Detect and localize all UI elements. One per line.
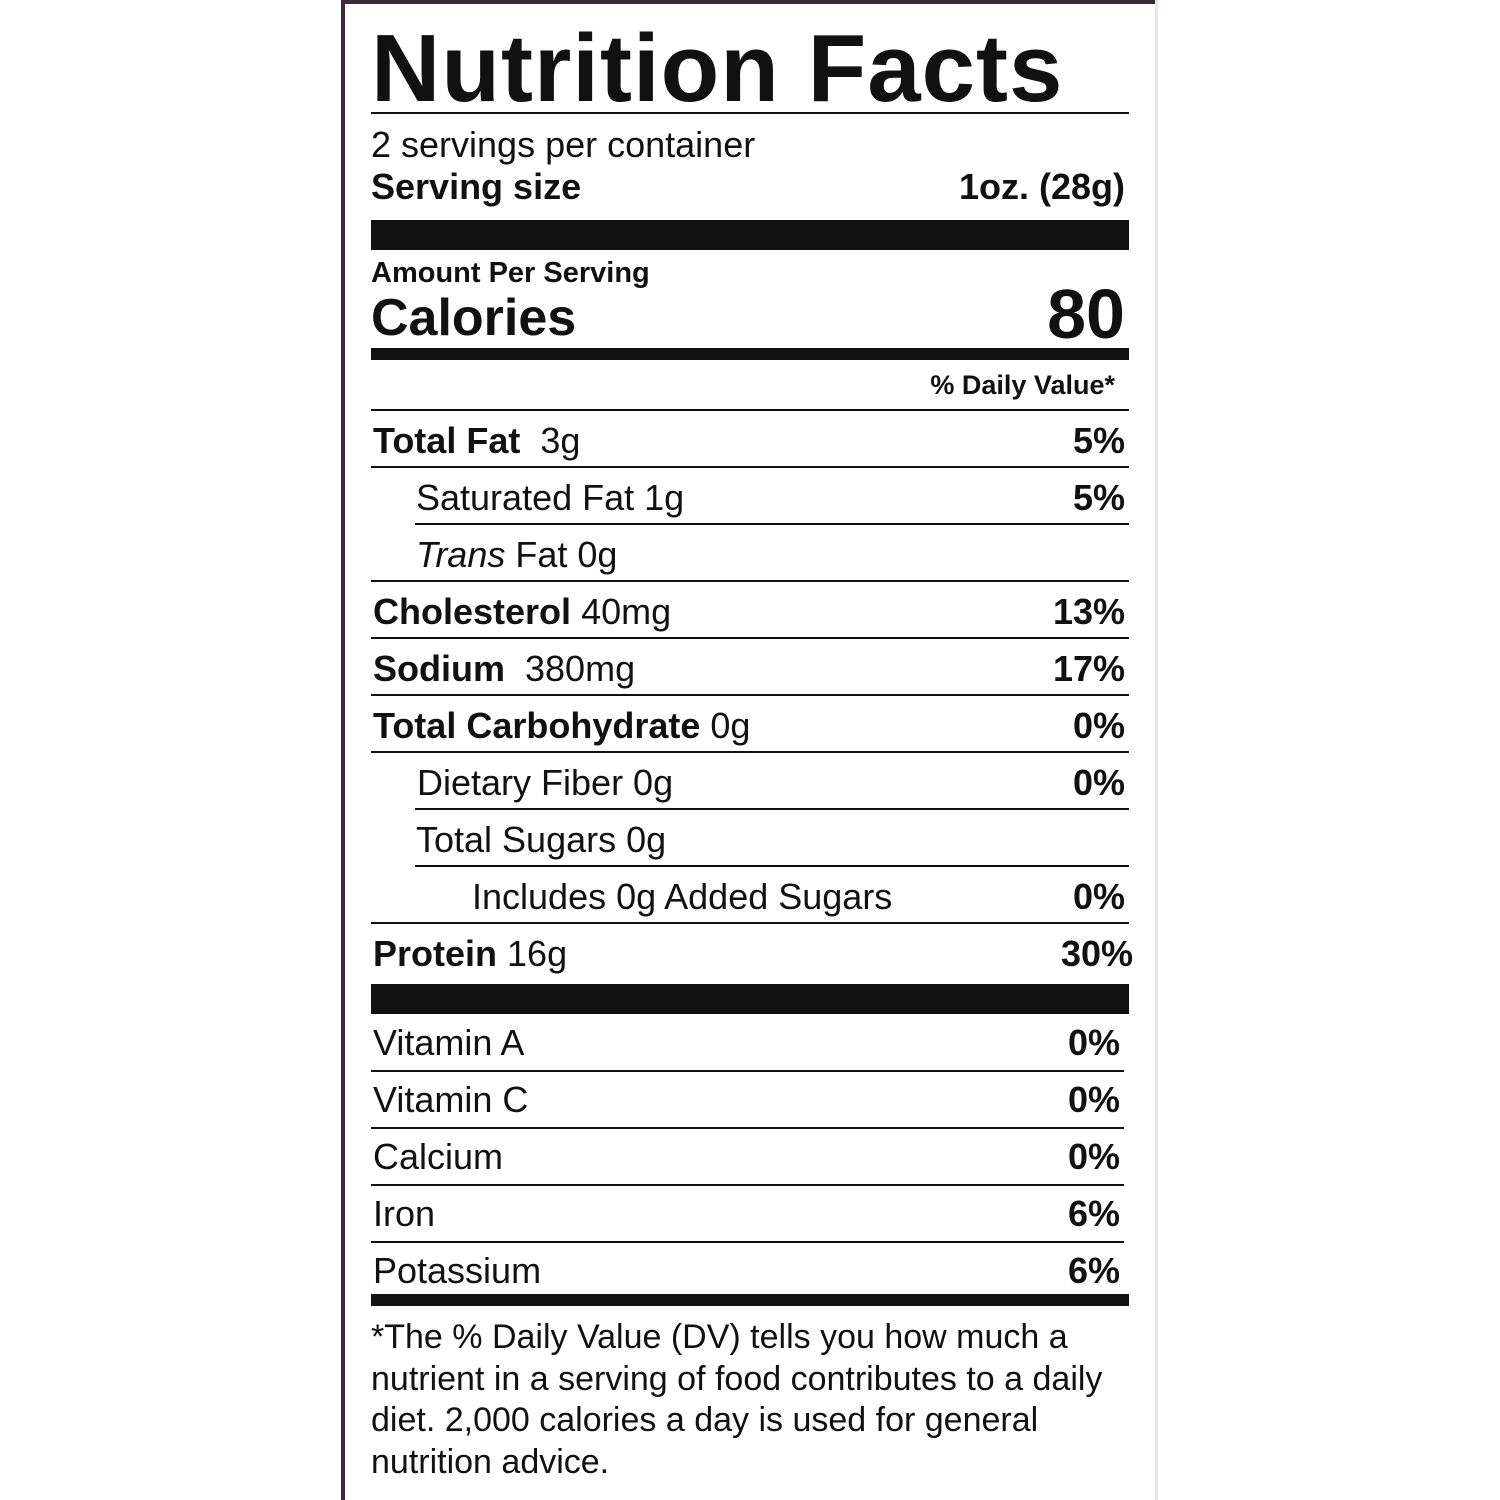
nutrient-dv: 30% [1060,933,1133,974]
daily-value-footnote: *The % Daily Value (DV) tells you how mu… [371,1318,1103,1481]
calories-label: Calories [371,289,577,347]
vitamin-name: Calcium [373,1136,504,1177]
vitamin-dv: 0% [1067,1079,1120,1120]
nutrient-row-cholesterol: Cholesterol 40mg 13% [371,582,1129,639]
label-title: Nutrition Facts [371,15,1064,122]
nutrient-amount: 3g [540,420,581,461]
vitamin-row-vitamin-a: Vitamin A 0% [371,1015,1124,1072]
vitamin-name: Vitamin A [373,1022,525,1063]
serving-size-label: Serving size [371,166,582,207]
nutrient-amount: 0g [710,705,751,746]
vitamin-dv: 6% [1067,1193,1120,1234]
vitamin-dv: 6% [1067,1250,1120,1291]
nutrient-dv: 0% [1072,876,1125,917]
nutrient-row-total-carbohydrate: Total Carbohydrate 0g 0% [371,696,1129,753]
nutrient-name: Total Fat [373,420,521,461]
row-divider [371,1127,1124,1129]
vitamin-name: Vitamin C [373,1079,529,1120]
calories-value: 80 [1047,275,1125,353]
row-divider [371,751,1129,753]
row-divider [371,580,1129,582]
row-divider [371,637,1129,639]
amount-per-serving: Amount Per Serving [371,257,650,289]
nutrient-row-added-sugars: Includes 0g Added Sugars 0% [371,867,1129,924]
vitamin-name: Potassium [373,1250,542,1291]
nutrient-row-protein: Protein 16g 30% [371,924,1133,981]
nutrient-dv: 13% [1052,591,1125,632]
nutrient-name: Fat 0g [505,534,618,575]
row-divider [371,1184,1124,1186]
nutrition-facts-label: Nutrition Facts 2 servings per container… [371,0,1133,1500]
row-divider [371,1241,1124,1243]
vitamin-dv: 0% [1067,1022,1120,1063]
vitamin-row-calcium: Calcium 0% [371,1129,1124,1186]
title-divider [371,112,1129,114]
vitamin-row-iron: Iron 6% [371,1186,1124,1243]
nutrient-dv: 5% [1072,477,1125,518]
calories-divider [371,348,1129,360]
protein-divider-thick [371,984,1129,1014]
nutrient-name: Sodium [373,648,505,689]
nutrient-row-total-sugars: Total Sugars 0g [371,810,1129,867]
serving-divider-thick [371,220,1129,250]
nutrient-row-dietary-fiber: Dietary Fiber 0g 0% [371,753,1129,810]
nutrient-name: Total Carbohydrate [373,705,701,746]
vitamin-row-potassium: Potassium 6% [371,1243,1124,1300]
row-divider [415,865,1129,867]
nutrient-dv: 0% [1072,762,1125,803]
nutrient-name: Protein [373,933,498,974]
vitamin-name: Iron [373,1193,436,1234]
nutrient-name: Saturated Fat 1g [416,477,685,518]
nutrient-amount: 16g [507,933,568,974]
nutrient-row-trans-fat: Trans Fat 0g [371,525,1129,582]
nutrient-row-total-fat: Total Fat 3g 5% [371,411,1129,468]
nutrient-name: Dietary Fiber 0g [417,762,674,803]
nutrient-name: Total Sugars 0g [416,819,667,860]
row-divider [371,922,1129,924]
row-divider [415,523,1129,525]
top-edge-border [341,0,1158,4]
row-divider [371,694,1129,696]
nutrient-dv: 5% [1072,420,1125,461]
nutrient-dv: 0% [1072,705,1125,746]
right-edge-border [1155,0,1158,1500]
dv-header-divider [371,409,1129,411]
nutrient-dv: 17% [1052,648,1125,689]
nutrient-row-saturated-fat: Saturated Fat 1g 5% [371,468,1129,525]
row-divider [415,808,1129,810]
vitamin-dv: 0% [1067,1136,1120,1177]
nutrient-row-sodium: Sodium 380mg 17% [371,639,1129,696]
vitamins-divider [371,1294,1129,1306]
nutrient-name: Includes 0g Added Sugars [472,876,893,917]
nutrient-amount: 380mg [525,648,636,689]
vitamin-row-vitamin-c: Vitamin C 0% [371,1072,1124,1129]
left-edge-border [341,0,345,1500]
servings-per-container: 2 servings per container [371,124,756,165]
serving-size-value: 1oz. (28g) [958,166,1125,207]
nutrient-name-italic: Trans [416,534,506,575]
nutrient-name: Cholesterol [373,591,572,632]
row-divider [371,466,1129,468]
nutrient-amount: 40mg [581,591,672,632]
row-divider [371,1070,1124,1072]
daily-value-header: % Daily Value* [930,370,1115,400]
